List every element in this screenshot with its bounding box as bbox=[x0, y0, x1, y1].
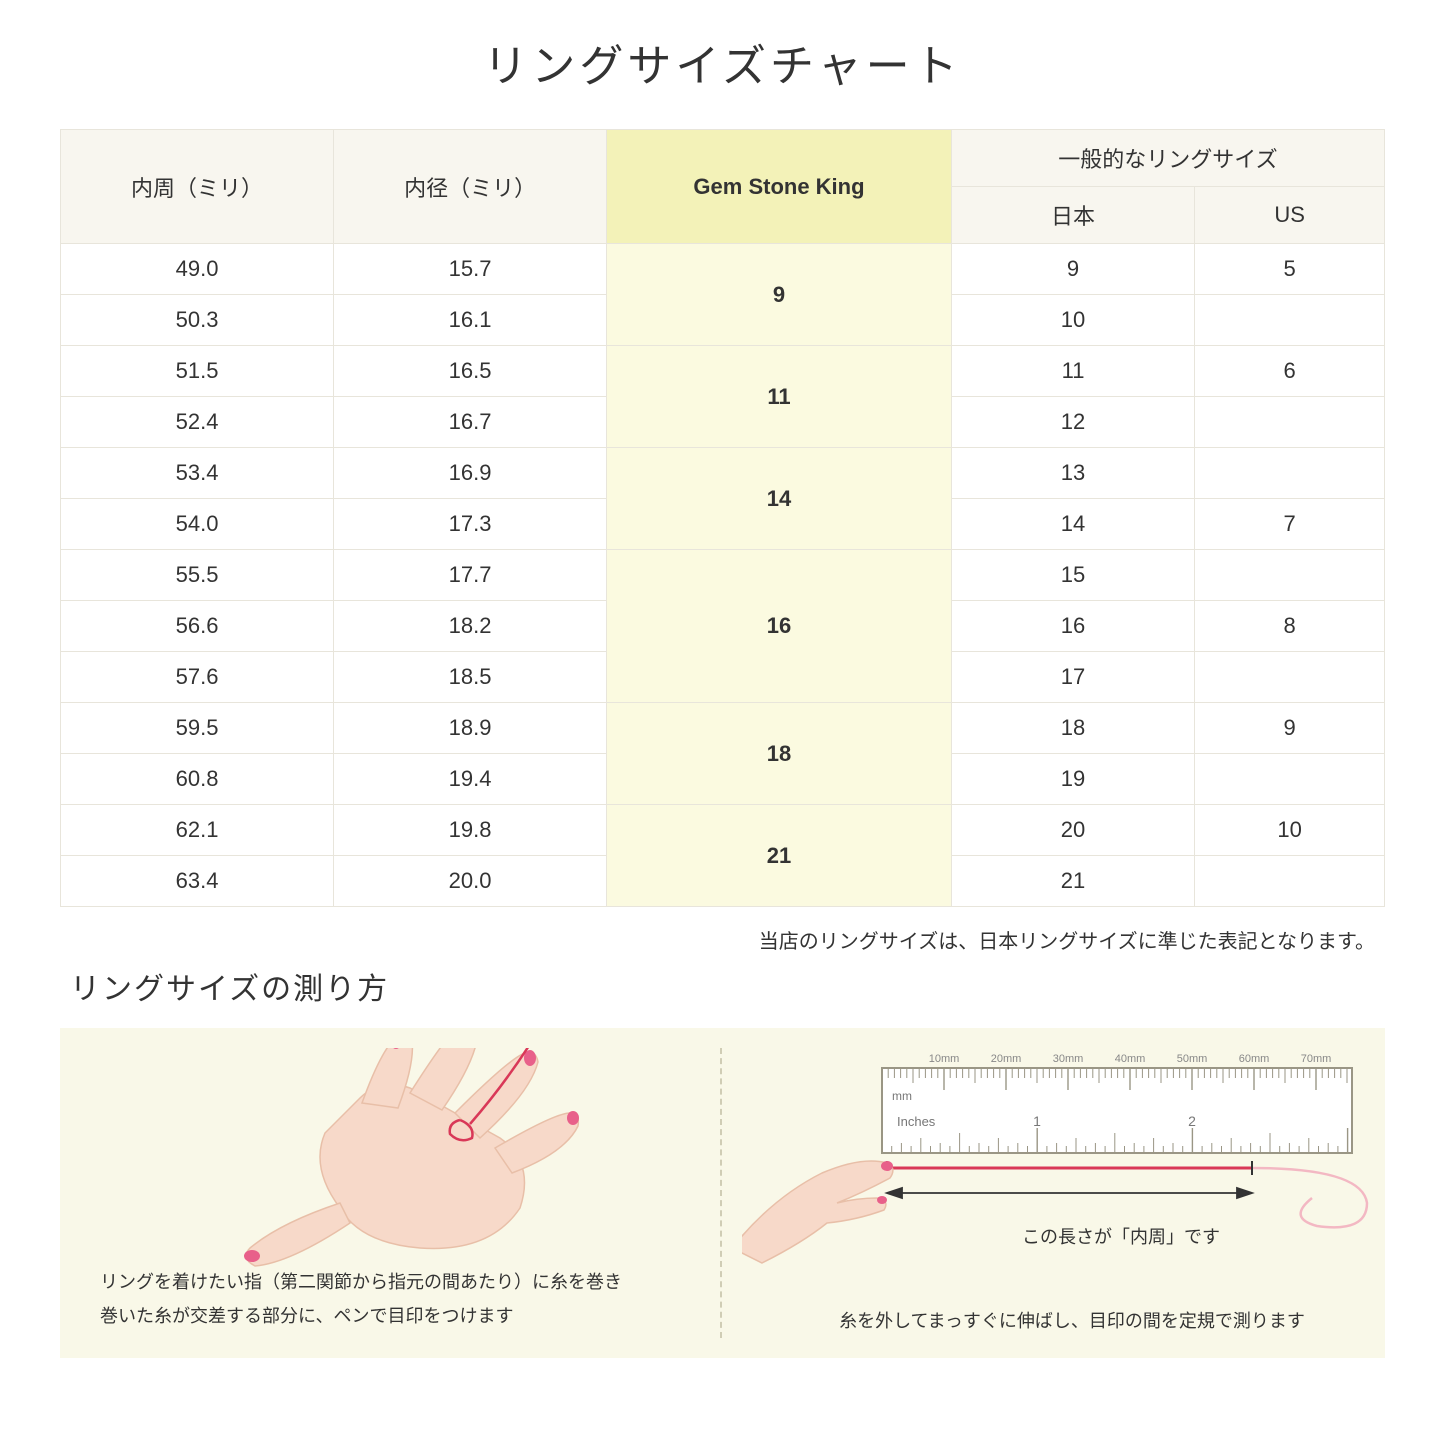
cell-japan: 10 bbox=[951, 295, 1194, 346]
ruler-inches-label: Inches bbox=[897, 1114, 936, 1129]
cell-diameter: 18.2 bbox=[334, 601, 607, 652]
cell-circumference: 60.8 bbox=[61, 754, 334, 805]
cell-gsk: 16 bbox=[607, 550, 952, 703]
cell-circumference: 52.4 bbox=[61, 397, 334, 448]
cell-diameter: 20.0 bbox=[334, 856, 607, 907]
cell-japan: 9 bbox=[951, 244, 1194, 295]
cell-japan: 17 bbox=[951, 652, 1194, 703]
cell-japan: 18 bbox=[951, 703, 1194, 754]
cell-diameter: 19.8 bbox=[334, 805, 607, 856]
cell-diameter: 16.9 bbox=[334, 448, 607, 499]
cell-japan: 15 bbox=[951, 550, 1194, 601]
cell-circumference: 59.5 bbox=[61, 703, 334, 754]
cell-diameter: 17.3 bbox=[334, 499, 607, 550]
cell-us: 10 bbox=[1195, 805, 1385, 856]
table-row: 59.518.918189 bbox=[61, 703, 1385, 754]
cell-gsk: 11 bbox=[607, 346, 952, 448]
measure-step-1: リングを着けたい指（第二関節から指元の間あたり）に糸を巻き 巻いた糸が交差する部… bbox=[60, 1028, 720, 1358]
cell-us: 9 bbox=[1195, 703, 1385, 754]
cell-japan: 14 bbox=[951, 499, 1194, 550]
cell-gsk: 18 bbox=[607, 703, 952, 805]
svg-text:20mm: 20mm bbox=[991, 1053, 1022, 1065]
cell-japan: 19 bbox=[951, 754, 1194, 805]
th-japan: 日本 bbox=[951, 187, 1194, 244]
table-note: 当店のリングサイズは、日本リングサイズに準じた表記となります。 bbox=[60, 925, 1385, 954]
cell-diameter: 15.7 bbox=[334, 244, 607, 295]
cell-us bbox=[1195, 754, 1385, 805]
cell-circumference: 63.4 bbox=[61, 856, 334, 907]
ruler-mm-label: mm bbox=[892, 1089, 912, 1103]
measure-length-label: この長さが「内周」です bbox=[1022, 1223, 1220, 1249]
cell-us bbox=[1195, 295, 1385, 346]
step1-caption: リングを着けたい指（第二関節から指元の間あたり）に糸を巻き 巻いた糸が交差する部… bbox=[100, 1265, 680, 1333]
cell-us bbox=[1195, 550, 1385, 601]
th-circumference: 内周（ミリ） bbox=[61, 130, 334, 244]
cell-us bbox=[1195, 397, 1385, 448]
page-title: リングサイズチャート bbox=[60, 30, 1385, 94]
th-us: US bbox=[1195, 187, 1385, 244]
cell-gsk: 21 bbox=[607, 805, 952, 907]
cell-diameter: 16.1 bbox=[334, 295, 607, 346]
cell-us: 5 bbox=[1195, 244, 1385, 295]
ring-size-table: 内周（ミリ） 内径（ミリ） Gem Stone King 一般的なリングサイズ … bbox=[60, 129, 1385, 907]
svg-text:60mm: 60mm bbox=[1239, 1053, 1270, 1065]
cell-us: 8 bbox=[1195, 601, 1385, 652]
cell-japan: 12 bbox=[951, 397, 1194, 448]
svg-text:50mm: 50mm bbox=[1177, 1053, 1208, 1065]
measure-step-2: mm Inches 10mm 20mm 30mm 40mm 50mm 60mm 70mm 1… bbox=[722, 1028, 1402, 1358]
cell-japan: 11 bbox=[951, 346, 1194, 397]
cell-diameter: 16.7 bbox=[334, 397, 607, 448]
cell-circumference: 53.4 bbox=[61, 448, 334, 499]
cell-us: 6 bbox=[1195, 346, 1385, 397]
cell-japan: 20 bbox=[951, 805, 1194, 856]
th-diameter: 内径（ミリ） bbox=[334, 130, 607, 244]
svg-text:70mm: 70mm bbox=[1301, 1053, 1332, 1065]
cell-diameter: 16.5 bbox=[334, 346, 607, 397]
cell-diameter: 19.4 bbox=[334, 754, 607, 805]
cell-circumference: 57.6 bbox=[61, 652, 334, 703]
svg-text:2: 2 bbox=[1188, 1113, 1196, 1129]
cell-circumference: 54.0 bbox=[61, 499, 334, 550]
cell-circumference: 49.0 bbox=[61, 244, 334, 295]
cell-us: 7 bbox=[1195, 499, 1385, 550]
cell-diameter: 17.7 bbox=[334, 550, 607, 601]
step2-caption: 糸を外してまっすぐに伸ばし、目印の間を定規で測ります bbox=[782, 1307, 1362, 1333]
th-gsk: Gem Stone King bbox=[607, 130, 952, 244]
cell-gsk: 14 bbox=[607, 448, 952, 550]
measure-panel: リングを着けたい指（第二関節から指元の間あたり）に糸を巻き 巻いた糸が交差する部… bbox=[60, 1028, 1385, 1358]
cell-japan: 13 bbox=[951, 448, 1194, 499]
th-common-group: 一般的なリングサイズ bbox=[951, 130, 1384, 187]
svg-text:10mm: 10mm bbox=[929, 1053, 960, 1065]
cell-diameter: 18.9 bbox=[334, 703, 607, 754]
cell-japan: 16 bbox=[951, 601, 1194, 652]
cell-us bbox=[1195, 652, 1385, 703]
cell-circumference: 56.6 bbox=[61, 601, 334, 652]
cell-circumference: 62.1 bbox=[61, 805, 334, 856]
measure-subtitle: リングサイズの測り方 bbox=[70, 964, 1385, 1008]
table-row: 49.015.7995 bbox=[61, 244, 1385, 295]
table-row: 55.517.71615 bbox=[61, 550, 1385, 601]
svg-text:1: 1 bbox=[1033, 1113, 1041, 1129]
cell-diameter: 18.5 bbox=[334, 652, 607, 703]
cell-us bbox=[1195, 856, 1385, 907]
hand-wrap-illustration bbox=[80, 1048, 700, 1278]
cell-us bbox=[1195, 448, 1385, 499]
cell-circumference: 50.3 bbox=[61, 295, 334, 346]
table-row: 53.416.91413 bbox=[61, 448, 1385, 499]
cell-circumference: 51.5 bbox=[61, 346, 334, 397]
svg-text:40mm: 40mm bbox=[1115, 1053, 1146, 1065]
cell-circumference: 55.5 bbox=[61, 550, 334, 601]
cell-japan: 21 bbox=[951, 856, 1194, 907]
table-row: 51.516.511116 bbox=[61, 346, 1385, 397]
cell-gsk: 9 bbox=[607, 244, 952, 346]
svg-text:30mm: 30mm bbox=[1053, 1053, 1084, 1065]
table-row: 62.119.8212010 bbox=[61, 805, 1385, 856]
